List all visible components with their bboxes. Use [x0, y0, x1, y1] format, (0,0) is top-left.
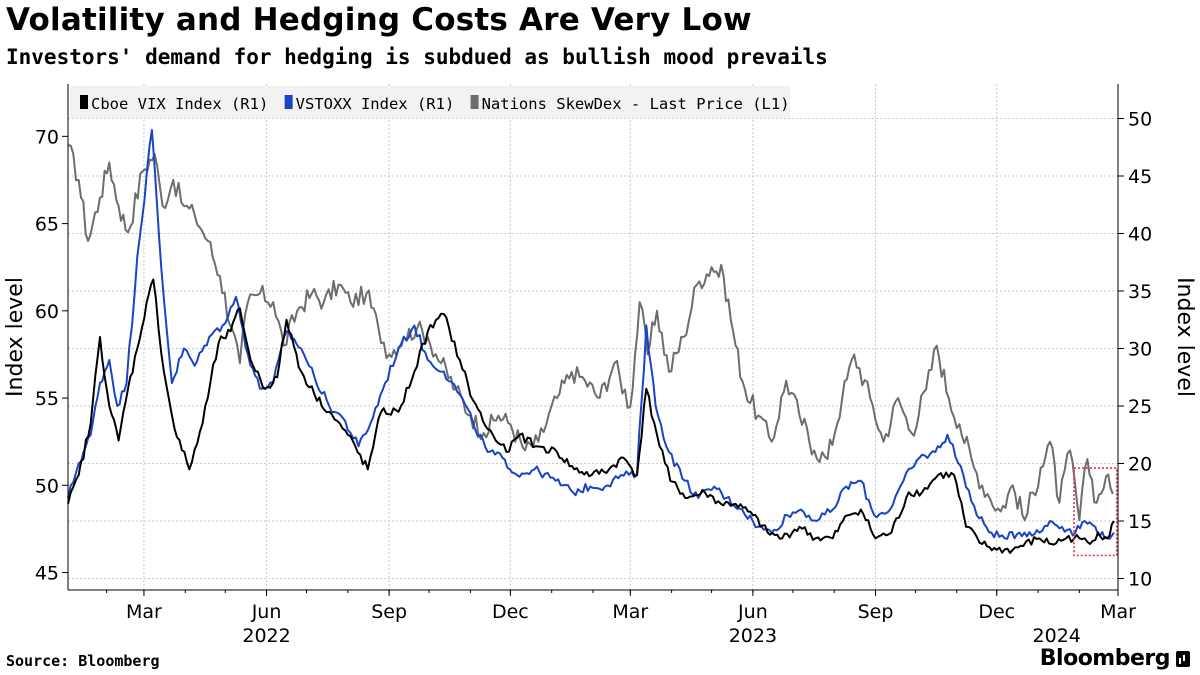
y-right-tick-label: 45: [1128, 166, 1152, 188]
x-year-label: 2022: [242, 625, 290, 647]
y-right-tick-label: 35: [1128, 281, 1152, 303]
y-right-tick-label: 10: [1128, 569, 1152, 591]
y-left-tick-label: 65: [35, 214, 59, 236]
x-year-label: 2023: [729, 625, 777, 647]
axes: 45 50 55 60 65 70 10 15 20 25 30 35 40 45 50 Index leve…: [3, 84, 1197, 647]
x-tick-label: Mar: [612, 601, 648, 623]
x-tick-label: Dec: [978, 601, 1015, 623]
legend-swatch: [470, 95, 479, 109]
y-left-tick-label: 50: [35, 475, 59, 497]
y-right-tick-label: 15: [1128, 511, 1152, 533]
highlight-rect: [1073, 467, 1118, 557]
y-left-tick-label: 55: [35, 388, 59, 410]
bloomberg-logo: Bloomberg: [1040, 646, 1190, 671]
y-right-tick-label: 50: [1128, 109, 1152, 131]
chart-title: Volatility and Hedging Costs Are Very Lo…: [6, 2, 752, 38]
series-lines: [67, 129, 1115, 554]
source-note: Source: Bloomberg: [6, 652, 160, 670]
x-tick-label: Mar: [1100, 601, 1136, 623]
legend-swatch: [80, 95, 88, 109]
y-left-tick-label: 45: [35, 563, 59, 585]
y-right-tick-label: 20: [1128, 454, 1152, 476]
legend-label: Cboe VIX Index (R1): [91, 95, 268, 113]
series-line-1: [67, 129, 1115, 540]
series-line-0: [67, 144, 1114, 522]
x-year-label: 2024: [1033, 625, 1081, 647]
x-tick-label: Mar: [126, 601, 162, 623]
x-tick-label: Sep: [858, 601, 894, 623]
y-left-axis-title: Index level: [3, 277, 28, 397]
logo-text: Bloomberg: [1039, 646, 1171, 671]
y-right-axis-title: Index level: [1172, 277, 1197, 397]
legend: Cboe VIX Index (R1) VSTOXX Index (R1) Nati…: [70, 86, 790, 118]
legend-label: VSTOXX Index (R1): [296, 95, 455, 113]
y-right-tick-label: 40: [1128, 224, 1152, 246]
x-tick-label: Jun: [737, 601, 768, 623]
y-right-tick-label: 30: [1128, 339, 1152, 361]
legend-label: Nations SkewDex - Last Price (L1): [482, 95, 790, 113]
x-tick-label: Jun: [251, 601, 282, 623]
y-right-tick-label: 25: [1128, 396, 1152, 418]
legend-background: [70, 86, 790, 118]
bar-chart-icon: [1176, 650, 1190, 667]
x-tick-label: Sep: [371, 601, 407, 623]
highlight-box: [1073, 467, 1118, 557]
series-line-2: [67, 278, 1115, 554]
y-left-tick-label: 60: [35, 301, 59, 323]
legend-swatch: [284, 95, 293, 109]
x-tick-label: Dec: [492, 601, 529, 623]
y-left-tick-label: 70: [35, 126, 59, 148]
chart-subtitle: Investors' demand for hedging is subdued…: [6, 45, 828, 69]
